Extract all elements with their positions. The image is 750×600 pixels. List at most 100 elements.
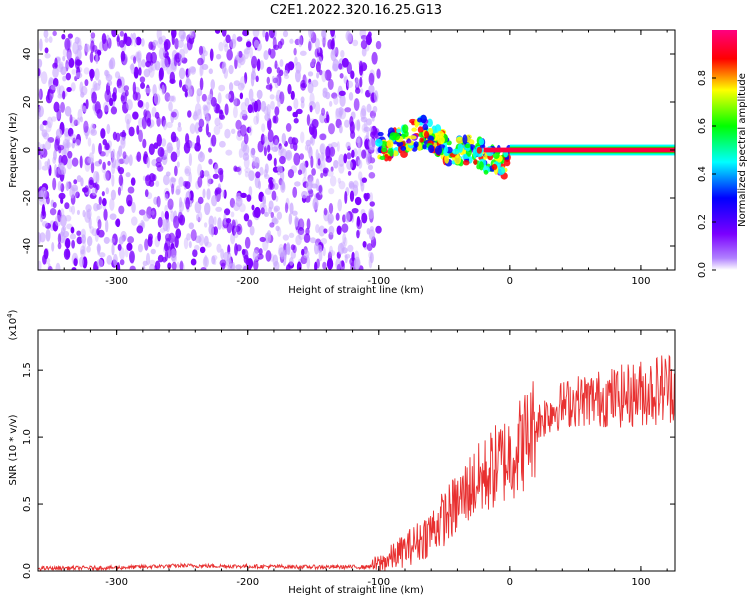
signal-cell [503, 159, 511, 167]
noise-cell [341, 223, 349, 233]
noise-cell [98, 142, 102, 155]
noise-cell [210, 79, 216, 90]
noise-cell [225, 217, 232, 224]
noise-cell [117, 85, 124, 93]
signal-cell [419, 137, 424, 143]
noise-cell [157, 146, 165, 157]
noise-cell [309, 105, 313, 113]
noise-cell [70, 226, 75, 234]
noise-cell [68, 206, 73, 213]
noise-cell [293, 142, 298, 152]
noise-cell [347, 170, 352, 176]
noise-cell [80, 228, 86, 239]
noise-cell [288, 213, 293, 225]
noise-cell [223, 251, 230, 262]
noise-cell [60, 197, 64, 204]
noise-cell [348, 91, 354, 101]
spectrogram-plot-area [38, 30, 675, 270]
noise-cell [369, 192, 374, 203]
noise-cell [342, 233, 347, 245]
noise-cell [195, 214, 200, 222]
figure-title: C2E1.2022.320.16.25.G13 [270, 3, 442, 18]
signal-cell [389, 132, 397, 141]
noise-cell [137, 50, 142, 61]
signal-cell [420, 114, 427, 124]
noise-cell [199, 77, 204, 91]
noise-cell [144, 189, 149, 198]
noise-cell [309, 92, 315, 106]
signal-cell [472, 149, 478, 159]
noise-cell [344, 119, 350, 128]
noise-cell [162, 174, 170, 186]
noise-cell [228, 82, 234, 92]
noise-cell [57, 242, 62, 250]
noise-cell [278, 145, 285, 154]
noise-cell [54, 138, 60, 152]
noise-cell [40, 148, 48, 158]
noise-cell [228, 90, 235, 103]
noise-cell [276, 211, 283, 220]
noise-cell [308, 41, 312, 52]
noise-cell [293, 152, 301, 166]
noise-cell [157, 254, 164, 263]
noise-cell [72, 137, 76, 144]
noise-cell [71, 239, 75, 249]
noise-cell [244, 167, 251, 174]
noise-cell [280, 178, 284, 191]
noise-cell [266, 76, 271, 85]
noise-cell [112, 253, 118, 267]
noise-cell [281, 180, 286, 191]
noise-cell [80, 85, 88, 96]
noise-cell [38, 141, 41, 149]
x-tick-label: -200 [236, 276, 259, 287]
noise-cell [219, 169, 224, 183]
noise-cell [106, 123, 111, 135]
noise-cell [269, 94, 275, 100]
noise-cell [94, 101, 101, 114]
noise-cell [135, 51, 142, 63]
noise-cell [156, 116, 161, 127]
noise-cell [269, 48, 276, 59]
noise-cell [194, 201, 202, 214]
noise-cell [51, 242, 55, 252]
noise-cell [118, 158, 125, 165]
noise-cell [267, 144, 271, 153]
noise-cell [224, 43, 229, 53]
noise-cell [325, 145, 331, 159]
noise-cell [266, 230, 272, 238]
noise-cell [57, 233, 62, 244]
noise-cell [369, 252, 374, 264]
noise-cell [44, 140, 52, 151]
signal-cell [402, 124, 409, 134]
noise-cell [350, 70, 355, 80]
noise-cell [150, 248, 156, 255]
noise-cell [145, 52, 153, 64]
noise-cell [120, 94, 125, 102]
noise-cell [176, 161, 180, 168]
noise-cell [71, 157, 79, 167]
noise-cell [272, 36, 277, 50]
noise-cell [188, 222, 195, 230]
noise-cell [238, 148, 243, 159]
noise-cell [184, 165, 192, 177]
noise-cell [102, 38, 109, 52]
noise-cell [251, 204, 255, 211]
noise-cell [66, 223, 73, 230]
noise-cell [232, 105, 238, 119]
noise-cell [215, 53, 222, 60]
noise-cell [47, 265, 53, 270]
noise-cell [248, 186, 253, 197]
noise-cell [86, 245, 91, 253]
noise-cell [255, 171, 261, 179]
noise-cell [126, 118, 130, 131]
noise-cell [174, 37, 179, 50]
noise-cell [344, 191, 348, 204]
noise-cell [309, 237, 317, 244]
noise-cell [109, 198, 115, 211]
noise-cell [206, 173, 211, 187]
noise-cell [142, 260, 148, 267]
noise-cell [112, 233, 118, 246]
noise-cell [223, 189, 227, 199]
noise-cell [161, 57, 169, 71]
x-tick-label: 0 [507, 276, 513, 287]
